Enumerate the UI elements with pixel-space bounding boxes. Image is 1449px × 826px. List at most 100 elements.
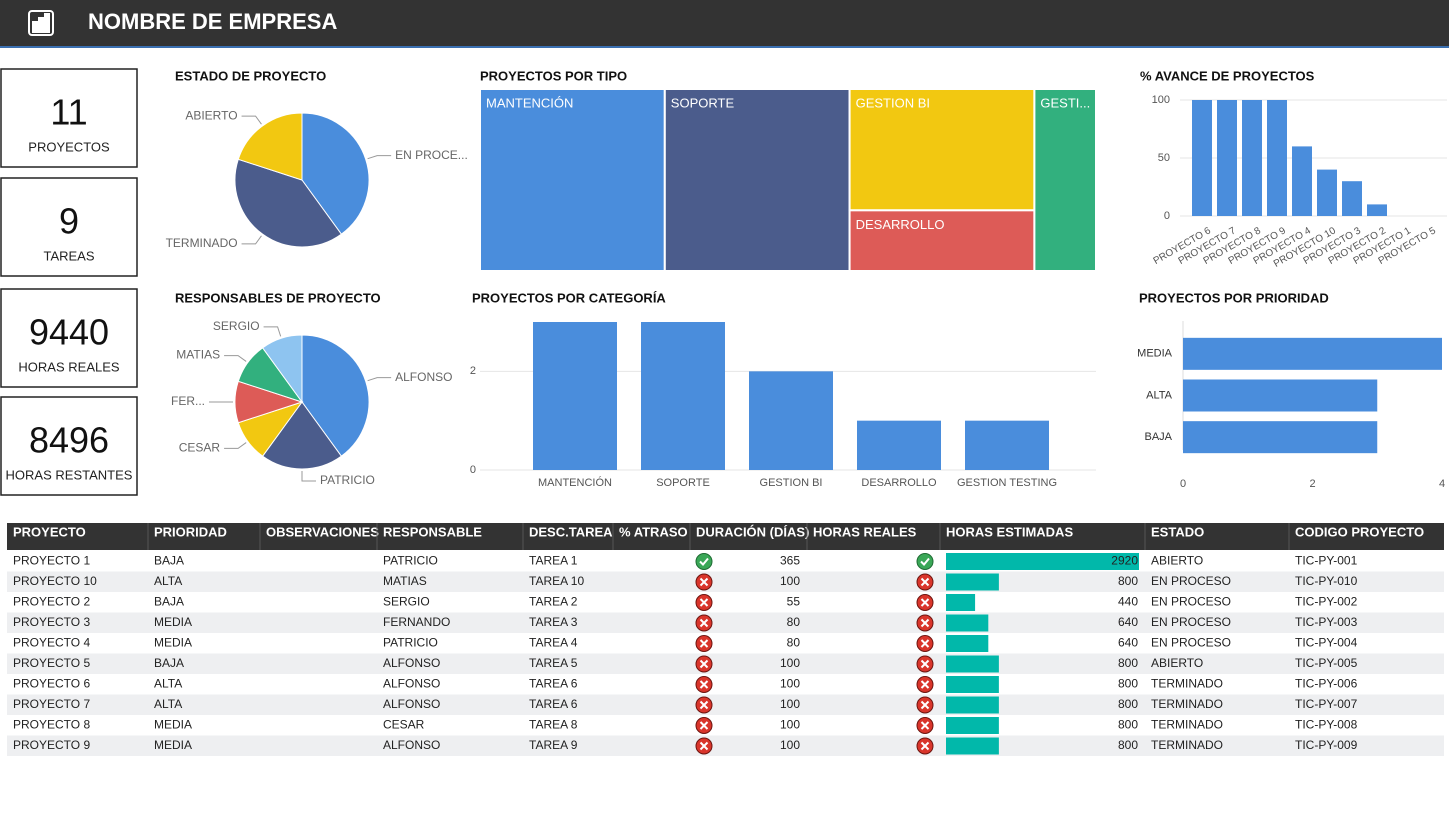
table-cell: 440 (1118, 595, 1138, 609)
table-cell: TIC-PY-007 (1295, 697, 1358, 711)
table-cell: ABIERTO (1151, 554, 1203, 568)
column-header: DURACIÓN (DÍAS) (696, 524, 809, 539)
pie-leader (301, 471, 316, 482)
table-cell: PROYECTO 6 (13, 677, 90, 691)
horas-icon (916, 676, 934, 693)
table-cell: TAREA 6 (529, 677, 578, 691)
bar (1242, 100, 1262, 216)
treemap-label: MANTENCIÓN (486, 95, 573, 110)
chart-title: PROYECTOS POR PRIORIDAD (1139, 290, 1329, 305)
header-title: NOMBRE DE EMPRESA (88, 9, 337, 34)
pie-leader (224, 442, 247, 449)
horas-icon (916, 614, 934, 632)
treemap-label: DESARROLLO (856, 217, 945, 232)
table-row-bg (7, 674, 1444, 695)
pie-label: SERGIO (213, 319, 260, 333)
table-row-bg (7, 633, 1444, 654)
horas-icon (916, 594, 934, 611)
table-cell: MATIAS (383, 574, 427, 588)
x-tick-label: 4 (1439, 478, 1445, 490)
data-bar (946, 635, 989, 652)
kpi-value: 8496 (29, 420, 109, 461)
bar (1183, 379, 1378, 412)
pie-label: MATIAS (176, 348, 220, 362)
table-cell: 100 (780, 738, 800, 752)
pie-label: CESAR (179, 441, 221, 455)
table-cell: ALFONSO (383, 697, 440, 711)
header-bar (0, 0, 1449, 46)
pie-slice (301, 112, 370, 235)
icon-x (699, 700, 709, 710)
table-cell: MEDIA (154, 636, 192, 650)
table-row-bg (7, 653, 1444, 674)
table-row-bg (7, 715, 1444, 736)
table-cell: PROYECTO 2 (13, 595, 90, 609)
table-cell: 365 (780, 554, 800, 568)
data-bar (946, 594, 976, 611)
icon-x (920, 659, 930, 669)
table-cell: ALTA (154, 697, 182, 711)
bar (857, 420, 941, 470)
x-tick-label: 0 (1180, 478, 1186, 490)
bar (1183, 421, 1378, 454)
table-cell: PROYECTO 9 (13, 738, 90, 752)
pie-label: FER... (171, 394, 205, 408)
bar (749, 371, 833, 470)
table-cell: EN PROCESO (1151, 574, 1231, 588)
table-cell: 100 (780, 697, 800, 711)
table-cell: 100 (780, 677, 800, 691)
y-tick-label: 0 (1164, 210, 1170, 222)
column-header: % ATRASO (619, 524, 688, 539)
chart-title: PROYECTOS POR TIPO (480, 68, 627, 83)
table-cell: TAREA 3 (529, 615, 578, 629)
table-cell: TAREA 8 (529, 718, 578, 732)
pie-slice (261, 334, 303, 404)
bar (641, 322, 725, 470)
bar (1342, 181, 1362, 216)
kpi-value: 9 (59, 201, 79, 242)
table-cell: BAJA (154, 554, 184, 568)
table-cell: PROYECTO 3 (13, 615, 90, 629)
x-tick-label: MANTENCIÓN (538, 476, 612, 489)
icon-x (699, 741, 709, 751)
column-header: PROYECTO (13, 524, 86, 539)
icon-x (920, 700, 930, 710)
table-cell: TERMINADO (1151, 697, 1223, 711)
pie-leader (263, 326, 282, 337)
table-cell: TAREA 1 (529, 554, 578, 568)
icon-x (920, 680, 930, 689)
table-cell: ALTA (154, 574, 182, 588)
chart-title: RESPONSABLES DE PROYECTO (175, 290, 381, 305)
table-cell: 800 (1118, 656, 1138, 670)
bar (1267, 100, 1287, 216)
table-cell: 55 (787, 595, 801, 609)
horas-icon (916, 655, 934, 673)
x-tick-label: 2 (1309, 478, 1315, 490)
icon-check (699, 557, 709, 566)
icon-x (699, 680, 709, 689)
atraso-icon (695, 614, 713, 632)
bar (1317, 169, 1337, 216)
y-tick-label: 50 (1158, 152, 1170, 164)
data-bar (946, 676, 999, 693)
table-row-bg (7, 612, 1444, 633)
table-cell: TIC-PY-006 (1295, 677, 1358, 691)
horas-icon (916, 553, 934, 570)
pie-leader (224, 355, 247, 362)
table-cell: TAREA 9 (529, 738, 578, 752)
x-tick-label: GESTION BI (760, 477, 823, 489)
x-tick-label: GESTION TESTING (957, 477, 1057, 489)
table-cell: CESAR (383, 718, 425, 732)
treemap-label: GESTI... (1040, 95, 1090, 110)
icon-x (699, 721, 709, 730)
pie-leader (241, 235, 262, 245)
table-cell: TIC-PY-008 (1295, 718, 1358, 732)
table-cell: ALFONSO (383, 677, 440, 691)
table-cell: ABIERTO (1151, 656, 1203, 670)
table-cell: BAJA (154, 656, 184, 670)
table-cell: MEDIA (154, 718, 192, 732)
table-cell: EN PROCESO (1151, 615, 1231, 629)
table-row-bg (7, 694, 1444, 715)
table-cell: 80 (787, 636, 801, 650)
table-row-bg (7, 735, 1444, 756)
